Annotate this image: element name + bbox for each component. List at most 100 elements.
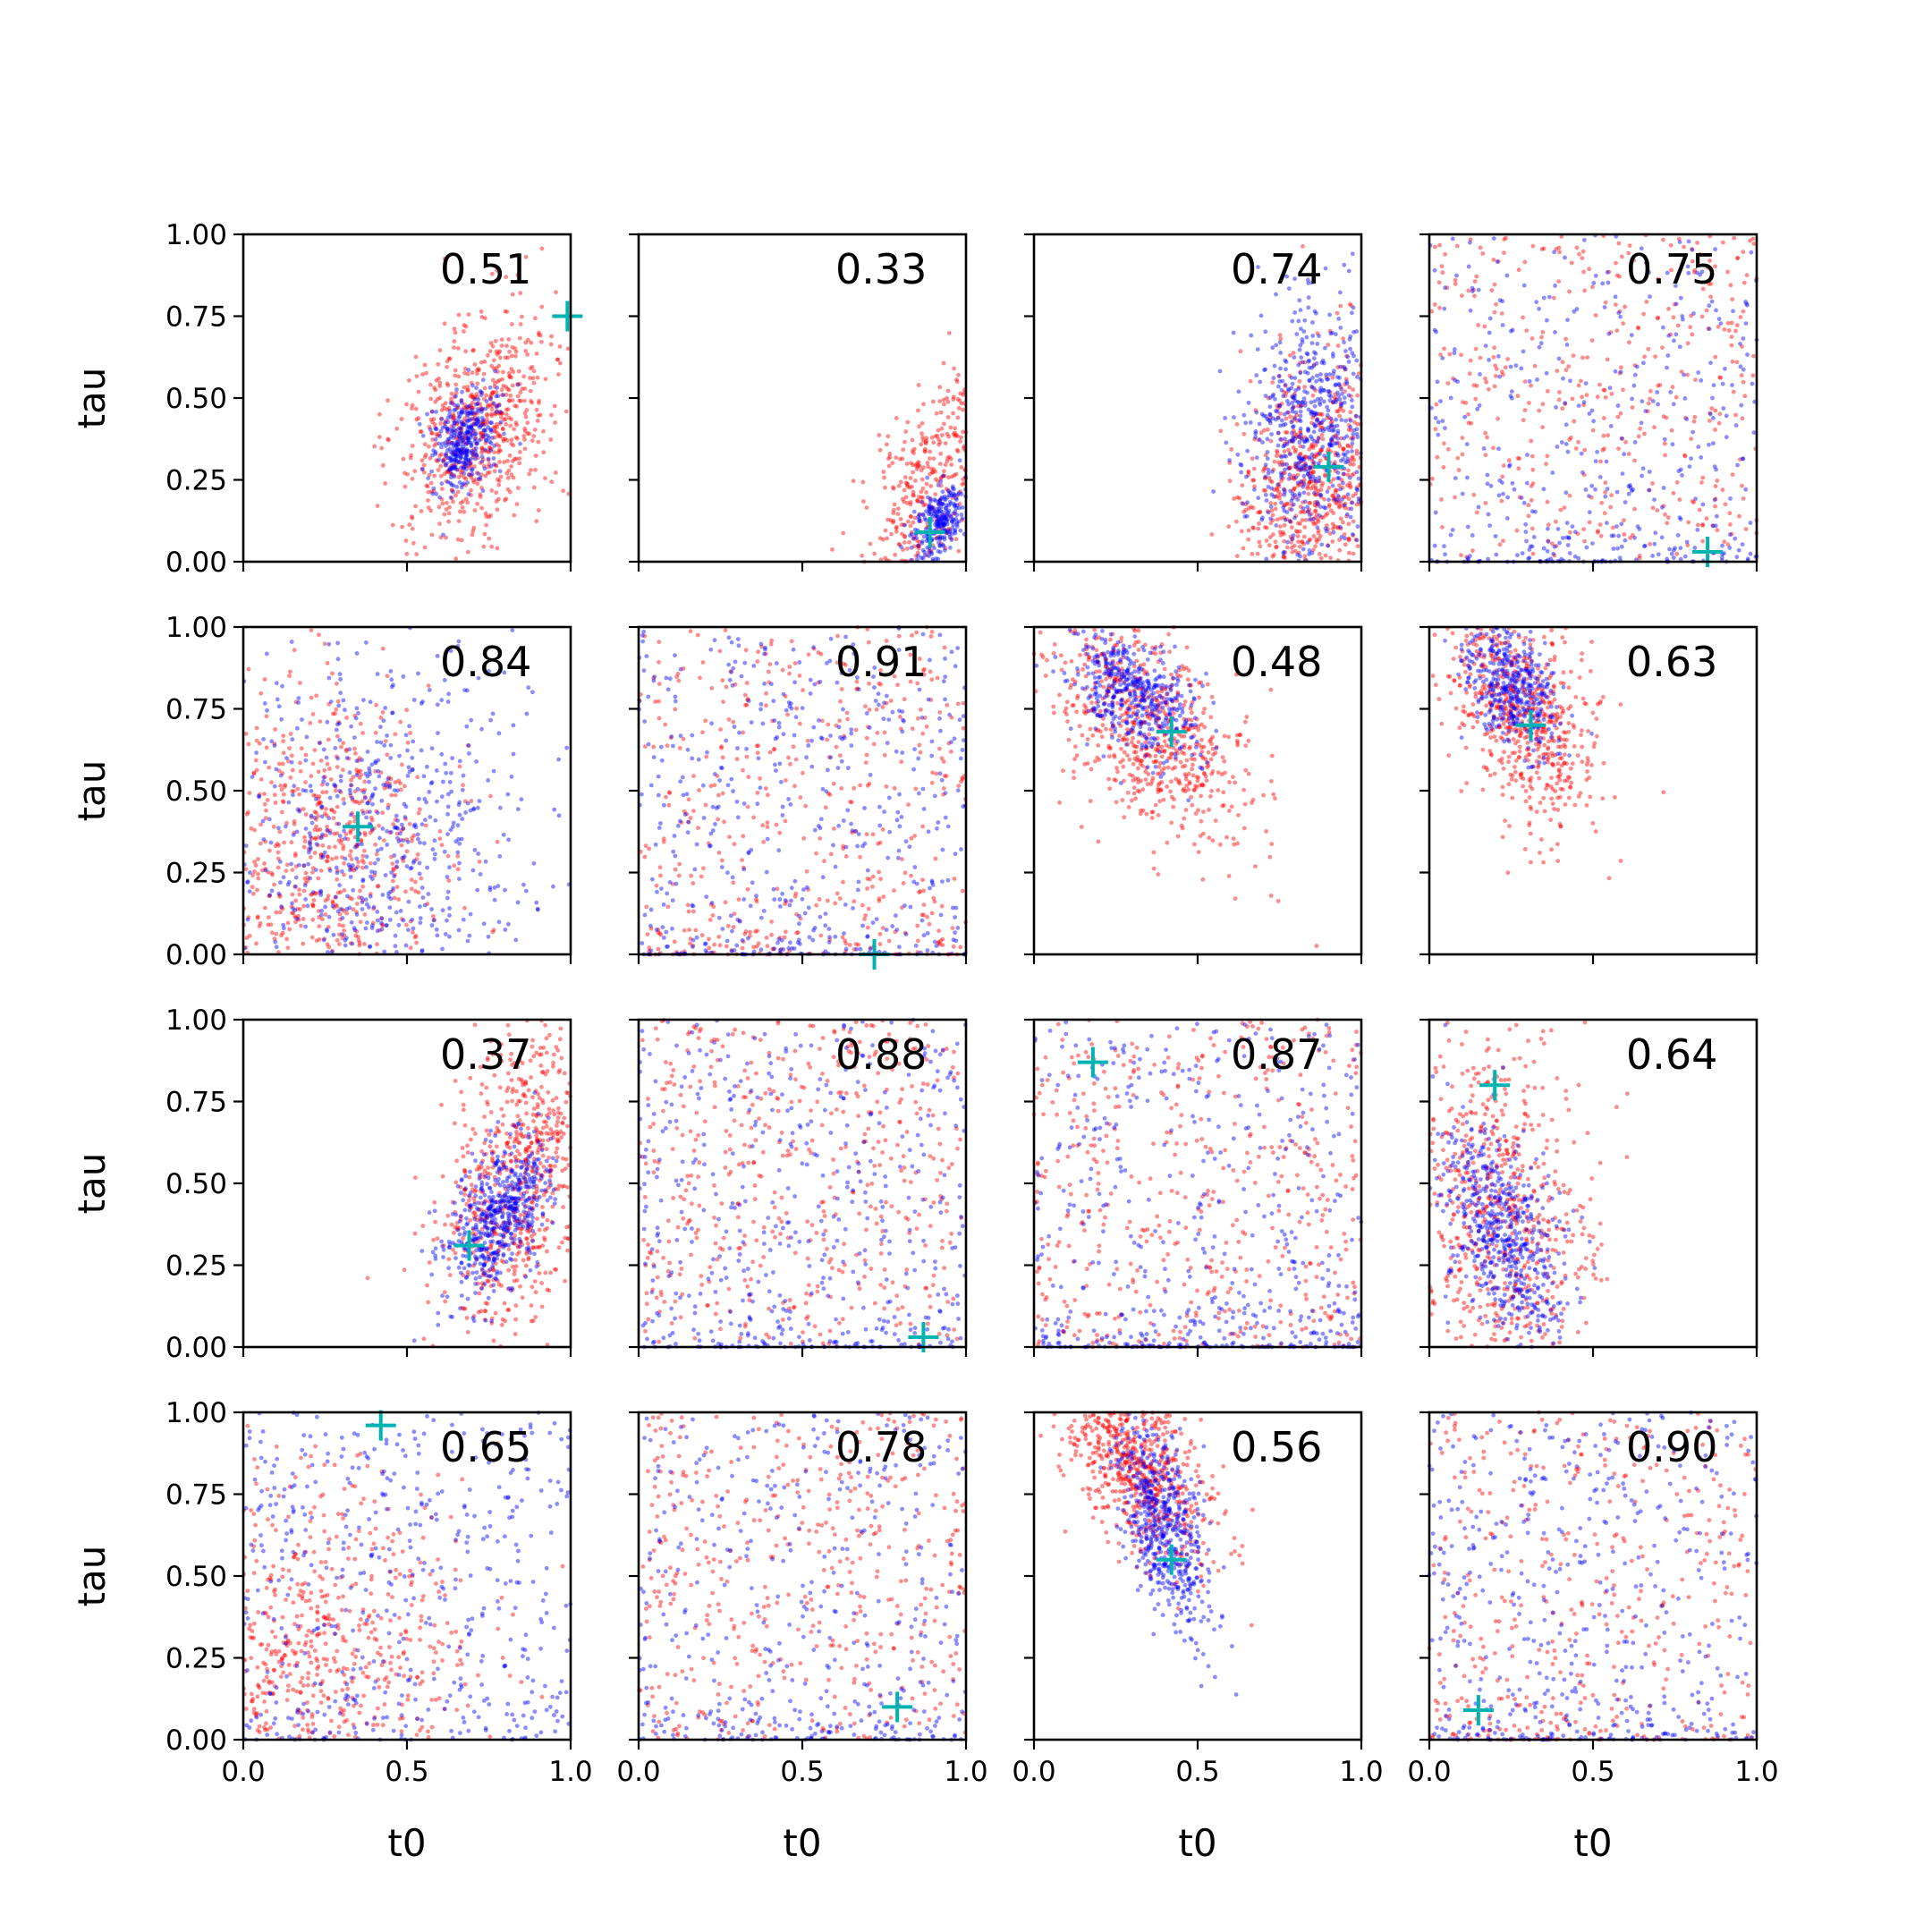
data-point [928,484,934,488]
data-point [1338,364,1343,369]
data-point [470,421,476,427]
data-point [804,869,809,874]
data-point [288,669,292,674]
data-point [475,501,480,506]
data-point [1660,504,1665,510]
data-point [484,417,489,422]
data-point [363,926,369,931]
data-point [437,348,443,352]
data-point [495,442,499,447]
data-point [522,446,528,452]
data-point [511,369,516,375]
data-point [494,421,499,427]
data-point [1298,413,1303,419]
data-point [1741,367,1746,372]
data-point [468,465,472,470]
data-point [449,391,454,396]
data-point [1274,343,1279,348]
data-point [1305,352,1310,357]
data-point [1246,528,1251,533]
data-point [1468,358,1473,363]
data-point [435,933,440,938]
data-point [1326,428,1332,433]
data-point [1644,300,1649,304]
y-tick-label: 0.75 [165,694,227,726]
data-point [1273,506,1278,512]
data-point [498,805,503,810]
data-point [1263,474,1268,479]
data-point [1537,306,1541,311]
data-point [1328,416,1334,421]
data-point [783,818,788,824]
data-point [417,796,421,801]
data-point [316,769,321,775]
data-point [1303,499,1308,504]
data-point [920,547,926,553]
data-point [1640,473,1644,479]
data-point [1284,429,1288,435]
data-point [360,865,365,870]
data-point [337,942,342,946]
data-point [1280,462,1285,467]
data-point [1436,280,1442,285]
data-point [467,417,472,421]
data-point [1576,555,1581,561]
data-point [530,364,535,369]
data-point [1301,400,1305,404]
data-point [455,823,461,828]
data-point [1674,301,1679,307]
data-point [1333,487,1338,493]
data-point [495,386,499,390]
data-point [475,401,480,406]
data-point [1591,419,1596,424]
data-point [298,681,302,685]
data-point [1343,542,1348,547]
data-point [466,463,471,468]
data-point [413,406,419,411]
data-point [474,441,479,446]
data-point [394,910,399,915]
data-point [1313,544,1318,549]
data-point [522,437,527,442]
data-point [495,424,500,429]
data-point [543,476,547,480]
data-point [882,752,887,758]
data-point [1493,374,1498,378]
data-point [419,748,424,753]
data-point [342,801,347,806]
data-point [556,757,561,762]
data-point [423,453,428,457]
data-point [454,435,460,440]
data-point [1671,555,1676,560]
data-point [257,924,262,928]
data-point [439,408,445,412]
data-point [1638,426,1642,431]
data-point [806,652,811,657]
data-point [1258,544,1263,549]
data-point [1275,450,1280,455]
data-point [524,888,529,894]
data-point [386,398,390,403]
data-point [1342,436,1346,441]
data-point [442,471,447,477]
data-point [348,830,353,835]
data-point [919,477,925,482]
data-point [931,399,936,404]
data-point [274,931,279,936]
data-point [1341,447,1346,453]
data-point [269,739,275,744]
data-point [553,420,557,425]
data-point [1600,281,1606,286]
data-point [430,419,435,425]
data-point [1326,377,1331,382]
data-point [1641,311,1646,317]
data-point [309,628,314,632]
data-point [1335,409,1340,414]
data-point [818,933,824,938]
data-point [1296,362,1301,368]
data-point [297,792,301,797]
data-point [482,386,487,391]
data-point [1243,420,1248,426]
data-point [386,437,391,443]
data-point [1655,390,1660,394]
